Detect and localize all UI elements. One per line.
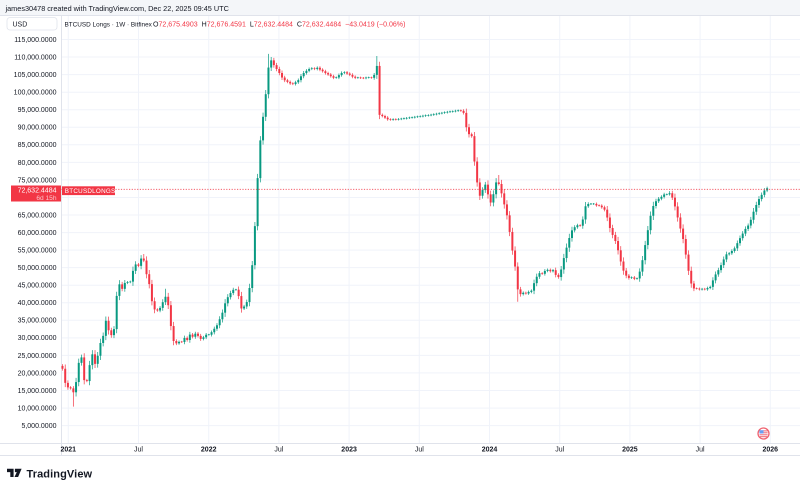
svg-text:O72,675.4903 H72,676.4591 L7: O72,675.4903 H72,676.4591 L72,632.4484 C… [153,22,405,29]
svg-text:2022: 2022 [201,447,217,454]
svg-text:75,000.0000: 75,000.0000 [18,177,57,184]
svg-text:40,000.0000: 40,000.0000 [18,300,57,307]
svg-text:60,000.0000: 60,000.0000 [18,230,57,237]
svg-text:2024: 2024 [482,447,498,454]
svg-text:30,000.0000: 30,000.0000 [18,335,57,342]
svg-text:72,632.4484: 72,632.4484 [18,188,57,195]
svg-text:Jul: Jul [274,447,283,454]
svg-text:BTCUSDLONGS: BTCUSDLONGS [65,188,116,195]
svg-text:105,000.0000: 105,000.0000 [14,72,57,79]
svg-text:BTCUSD Longs · 1W · Bitfinex: BTCUSD Longs · 1W · Bitfinex [65,22,153,29]
svg-text:15,000.0000: 15,000.0000 [18,388,57,395]
svg-text:90,000.0000: 90,000.0000 [18,125,57,132]
svg-text:65,000.0000: 65,000.0000 [18,212,57,219]
svg-text:USD: USD [13,22,28,29]
svg-text:6d 15h: 6d 15h [36,195,57,202]
svg-text:50,000.0000: 50,000.0000 [18,265,57,272]
svg-text:Jul: Jul [134,447,143,454]
svg-text:TradingView: TradingView [27,469,93,481]
svg-text:110,000.0000: 110,000.0000 [14,54,56,61]
svg-text:5,000.0000: 5,000.0000 [21,423,56,430]
svg-text:55,000.0000: 55,000.0000 [18,248,57,255]
svg-text:Jul: Jul [696,447,705,454]
svg-text:2021: 2021 [61,447,77,454]
svg-text:45,000.0000: 45,000.0000 [18,283,57,290]
svg-text:2026: 2026 [763,447,779,454]
svg-text:25,000.0000: 25,000.0000 [18,353,57,360]
svg-text:95,000.0000: 95,000.0000 [18,107,57,114]
svg-text:Jul: Jul [415,447,424,454]
svg-text:35,000.0000: 35,000.0000 [18,318,57,325]
svg-text:20,000.0000: 20,000.0000 [18,370,57,377]
svg-text:2023: 2023 [341,447,357,454]
svg-text:2025: 2025 [622,447,638,454]
svg-text:100,000.0000: 100,000.0000 [14,90,57,97]
svg-text:james30478 created with Tradin: james30478 created with TradingView.com,… [5,4,229,13]
svg-text:80,000.0000: 80,000.0000 [18,160,57,167]
svg-text:Jul: Jul [555,447,564,454]
svg-text:10,000.0000: 10,000.0000 [18,405,57,412]
svg-text:115,000.0000: 115,000.0000 [14,37,56,44]
svg-text:85,000.0000: 85,000.0000 [18,142,57,149]
